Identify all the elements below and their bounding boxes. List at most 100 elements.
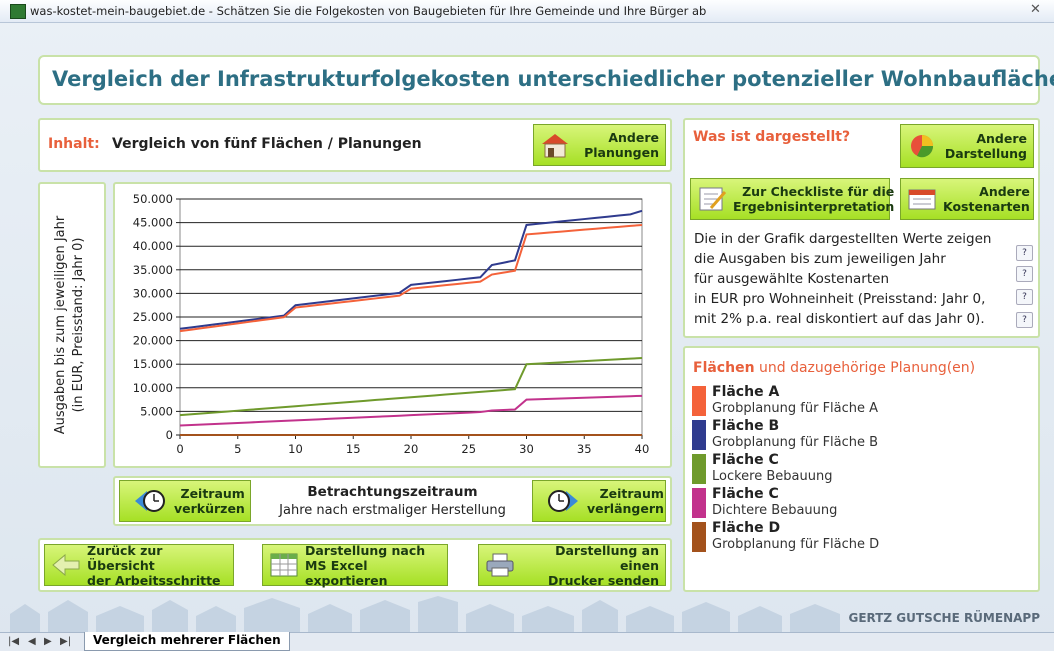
button-text: Planungen — [584, 145, 659, 160]
back-button[interactable]: Zurück zur Übersicht der Arbeitsschritte — [44, 542, 234, 588]
help-button[interactable]: ? — [1016, 245, 1033, 261]
sheet-tab[interactable]: Vergleich mehrerer Flächen — [84, 632, 290, 651]
nav-prev[interactable]: ◀ — [28, 636, 36, 647]
help-button[interactable]: ? — [1016, 312, 1033, 328]
header: Vergleich der Infrastrukturfolgekosten u… — [38, 55, 1054, 105]
y-tick-label: 20.000 — [133, 334, 173, 348]
legend-title-bold: Flächen — [693, 360, 755, 376]
content-label: Inhalt: — [48, 136, 100, 152]
legend-swatch — [692, 454, 706, 484]
house-icon — [542, 134, 568, 158]
button-text: Darstellung an einen — [555, 542, 659, 573]
button-text: Zurück zur Übersicht — [87, 542, 163, 573]
printer-icon — [486, 553, 514, 577]
series-line — [179, 394, 643, 427]
legend-title: Flächen und dazugehörige Planung(en) — [693, 360, 975, 376]
y-tick-label: 10.000 — [133, 381, 173, 395]
legend: Fläche A Grobplanung für Fläche A Fläche B… — [690, 384, 879, 554]
chart: 0 5.000 10.000 15.000 20.000 25.000 30.000 35.0… — [133, 192, 650, 456]
content-text: Vergleich von fünf Flächen / Planungen — [112, 136, 422, 152]
y-label-panel: Ausgaben bis zum jeweiligen Jahr (in EUR… — [38, 182, 106, 468]
legend-planning: Lockere Bebauung — [712, 469, 833, 484]
legend-name: Fläche A — [712, 384, 780, 400]
window-title: was-kostet-mein-baugebiet.de - Schätzen … — [30, 4, 707, 18]
button-text: Andere — [979, 184, 1030, 199]
y-tick-label: 0 — [166, 428, 173, 442]
y-axis-label: (in EUR, Preisstand: Jahr 0) — [71, 238, 86, 413]
folder-icon — [908, 189, 936, 210]
button-text: Kostenarten — [943, 199, 1030, 214]
legend-item: Fläche D Grobplanung für Fläche D — [690, 520, 879, 554]
x-tick-label: 10 — [288, 442, 303, 456]
checklist-button[interactable]: Zur Checkliste für die Ergebnisinterpreta… — [690, 178, 894, 220]
series-line — [179, 209, 643, 330]
legend-swatch — [692, 386, 706, 416]
legend-item: Fläche A Grobplanung für Fläche A — [690, 384, 879, 418]
other-plans-button[interactable]: Andere Planungen — [533, 124, 666, 166]
info-title: Was ist dargestellt? — [693, 129, 851, 145]
legend-name: Fläche B — [712, 418, 780, 434]
button-text: Andere — [608, 130, 659, 145]
y-tick-label: 35.000 — [133, 263, 173, 277]
y-label: Ausgaben bis zum jeweiligen Jahr (in EUR… — [53, 215, 86, 434]
info-line: die Ausgaben bis zum jeweiligen Jahr — [694, 251, 946, 267]
y-tick-label: 50.000 — [133, 192, 173, 206]
y-tick-label: 25.000 — [133, 310, 173, 324]
legend-item: Fläche C Lockere Bebauung — [690, 452, 879, 486]
y-tick-label: 30.000 — [133, 286, 173, 300]
nav-first[interactable]: |◀ — [8, 636, 20, 647]
x-tick-label: 30 — [519, 442, 534, 456]
close-button[interactable]: ✕ — [1030, 2, 1041, 17]
legend-swatch — [692, 488, 706, 518]
x-tick-label: 40 — [635, 442, 650, 456]
x-tick-label: 0 — [176, 442, 183, 456]
legend-item: Fläche C Dichtere Bebauung — [690, 486, 879, 520]
button-text: Darstellung — [944, 146, 1027, 161]
y-tick-label: 15.000 — [133, 357, 173, 371]
shorten-button[interactable]: Zeitraum verkürzen — [119, 480, 251, 522]
button-text: verlängern — [587, 501, 664, 516]
extend-button[interactable]: Zeitraum verlängern — [532, 480, 666, 522]
legend-planning: Grobplanung für Fläche B — [712, 435, 879, 450]
info-line: mit 2% p.a. real diskontiert auf das Jah… — [694, 311, 985, 327]
info-line: in EUR pro Wohneinheit (Preisstand: Jahr… — [694, 291, 986, 307]
button-text: Andere — [976, 131, 1027, 146]
button-text: Darstellung nach — [305, 542, 426, 558]
cost-types-button[interactable]: Andere Kostenarten — [900, 178, 1034, 220]
legend-name: Fläche D — [712, 520, 781, 536]
nav-next[interactable]: ▶ — [44, 636, 52, 647]
x-tick-label: 25 — [461, 442, 476, 456]
button-text: Zeitraum — [180, 486, 245, 501]
button-text: Zur Checkliste für die — [742, 184, 895, 199]
legend-planning: Grobplanung für Fläche A — [712, 401, 879, 416]
legend-swatch — [692, 522, 706, 552]
info-line: Die in der Grafik dargestellten Werte ze… — [694, 231, 992, 247]
excel-button[interactable]: Darstellung nach MS Excel exportieren — [262, 542, 448, 588]
x-tick-label: 15 — [346, 442, 361, 456]
nav-last[interactable]: ▶| — [60, 636, 72, 647]
series-line — [179, 223, 643, 333]
button-text: der Arbeitsschritte — [87, 572, 221, 588]
series-line — [179, 357, 643, 417]
button-text: Drucker senden — [548, 572, 659, 588]
legend-swatch — [692, 420, 706, 450]
legend-name: Fläche C — [712, 452, 779, 468]
print-button[interactable]: Darstellung an einen Drucker senden — [478, 542, 666, 588]
y-axis-label: Ausgaben bis zum jeweiligen Jahr — [53, 215, 68, 434]
help-button[interactable]: ? — [1016, 289, 1033, 305]
houses-footer: GERTZ GUTSCHE RÜMENAPP — [10, 596, 1040, 632]
legend-panel: Flächen und dazugehörige Planung(en) Flä… — [683, 346, 1040, 592]
clock-right-icon — [548, 490, 578, 512]
help-button[interactable]: ? — [1016, 266, 1033, 282]
clock-left-icon — [135, 490, 165, 512]
button-text: Zeitraum — [599, 486, 664, 501]
other-view-button[interactable]: Andere Darstellung — [900, 124, 1034, 168]
app-icon — [10, 4, 26, 19]
y-tick-label: 45.000 — [133, 216, 173, 230]
pie-icon — [911, 135, 934, 158]
legend-title-rest: und dazugehörige Planung(en) — [754, 360, 976, 376]
period-subtitle: Jahre nach erstmaliger Herstellung — [279, 503, 506, 518]
sheet-icon — [270, 553, 298, 577]
chart-panel: 0 5.000 10.000 15.000 20.000 25.000 30.000 35.0… — [113, 182, 672, 468]
